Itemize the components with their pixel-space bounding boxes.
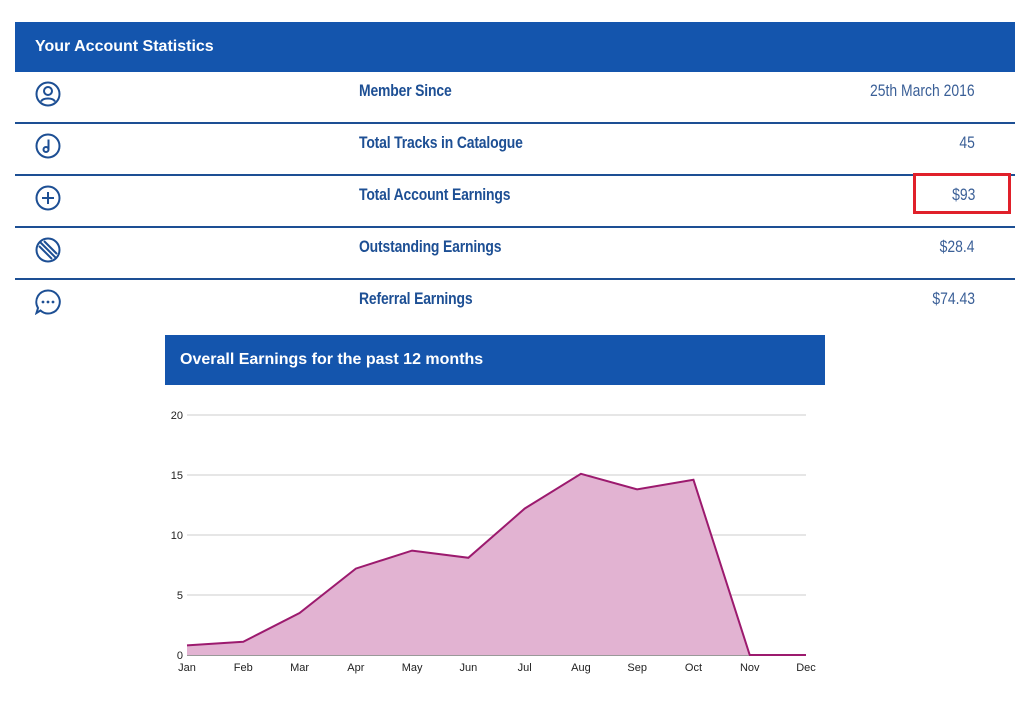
x-tick-label: Sep [627, 662, 647, 674]
user-circle-icon [35, 81, 61, 107]
stat-value: $28.4 [940, 237, 975, 256]
x-tick-label: Jun [459, 662, 477, 674]
x-tick-label: Jul [518, 662, 532, 674]
x-tick-label: Mar [290, 662, 309, 674]
chat-bubble-icon [35, 289, 61, 315]
stat-row-referral-earnings: Referral Earnings $74.43 [15, 280, 1015, 332]
area-fill [187, 473, 806, 655]
stat-label: Total Account Earnings [359, 185, 511, 204]
plus-circle-icon [35, 185, 61, 211]
x-tick-label: May [402, 662, 423, 674]
x-tick-label: Dec [796, 662, 816, 674]
music-note-icon [35, 133, 61, 159]
y-tick-label: 15 [171, 470, 183, 482]
y-tick-label: 20 [171, 410, 183, 422]
x-tick-label: Apr [347, 662, 364, 674]
x-tick-label: Jan [178, 662, 196, 674]
stat-label: Referral Earnings [359, 289, 473, 308]
stat-value: $74.43 [932, 289, 975, 308]
x-tick-label: Feb [234, 662, 253, 674]
stat-label: Member Since [359, 81, 452, 100]
y-tick-label: 0 [177, 650, 183, 662]
slash-circle-icon [35, 237, 61, 263]
stat-row-total-earnings: Total Account Earnings $93 [15, 176, 1015, 228]
stat-row-member-since: Member Since 25th March 2016 [15, 72, 1015, 124]
stat-row-total-tracks: Total Tracks in Catalogue 45 [15, 124, 1015, 176]
series-line [186, 472, 806, 656]
stat-label: Outstanding Earnings [359, 237, 502, 256]
x-tick-label: Oct [685, 662, 702, 674]
earnings-chart: 0 5 10 15 20 Jan Feb Mar Apr May Jun Jul Aug Sep Oct No… [171, 410, 817, 674]
y-tick-label: 5 [177, 590, 183, 602]
stat-label: Total Tracks in Catalogue [359, 133, 523, 152]
stat-row-outstanding-earnings: Outstanding Earnings $28.4 [15, 228, 1015, 280]
stats-title: Your Account Statistics [35, 38, 214, 55]
stats-header: Your Account Statistics [15, 22, 1015, 72]
stat-value: 25th March 2016 [870, 81, 975, 100]
x-tick-label: Aug [571, 662, 591, 674]
stat-value: 45 [959, 133, 975, 152]
chart-header: Overall Earnings for the past 12 months [165, 335, 825, 385]
highlight-box [913, 173, 1011, 214]
chart-title: Overall Earnings for the past 12 months [180, 351, 484, 368]
stat-value: $93 [951, 185, 975, 204]
y-tick-label: 10 [171, 530, 183, 542]
x-tick-label: Nov [740, 662, 760, 674]
